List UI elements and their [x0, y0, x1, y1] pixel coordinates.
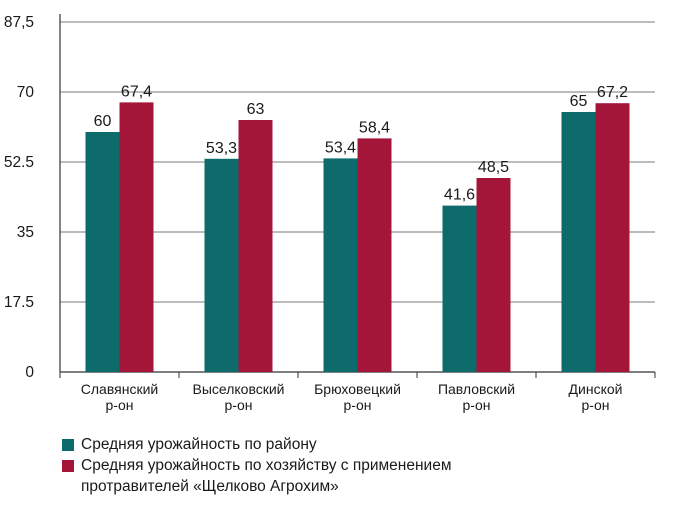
- x-tick-label: р-он: [344, 397, 372, 413]
- legend-item-farm: Средняя урожайность по хозяйству с приме…: [62, 455, 662, 497]
- x-tick-label: Брюховецкий: [314, 381, 401, 397]
- x-tick-label: Выселковский: [192, 381, 284, 397]
- data-label: 60: [94, 113, 112, 130]
- x-tick-label: р-он: [582, 397, 610, 413]
- legend-swatch-farm: [62, 460, 74, 472]
- data-label: 53,3: [206, 140, 237, 157]
- legend-swatch-district: [62, 439, 74, 451]
- bar: [595, 103, 630, 372]
- legend: Средняя урожайность по району Средняя ур…: [62, 434, 662, 497]
- y-tick-label: 87,5: [4, 14, 34, 31]
- y-tick-label: 17.5: [4, 294, 34, 311]
- bar: [476, 178, 511, 372]
- bar: [357, 138, 392, 372]
- data-label: 58,4: [359, 119, 390, 136]
- bar: [204, 158, 239, 372]
- bar: [238, 120, 273, 372]
- bar: [442, 205, 477, 372]
- y-tick-label: 0: [25, 364, 34, 381]
- data-label: 41,6: [444, 187, 475, 204]
- data-label: 67,2: [597, 84, 628, 101]
- legend-label-farm: Средняя урожайность по хозяйству с приме…: [81, 457, 452, 495]
- data-label: 65: [570, 93, 588, 110]
- data-label: 67,4: [121, 83, 152, 100]
- bar: [561, 112, 596, 372]
- x-tick-label: р-он: [463, 397, 491, 413]
- bar: [85, 132, 120, 372]
- data-label: 63: [247, 101, 265, 118]
- x-tick-label: Славянский: [81, 381, 158, 397]
- x-tick-label: р-он: [225, 397, 253, 413]
- x-tick-label: Динской: [569, 381, 623, 397]
- bar: [323, 158, 358, 372]
- x-tick-label: р-он: [106, 397, 134, 413]
- data-label: 53,4: [325, 139, 356, 156]
- y-tick-label: 52.5: [4, 154, 34, 171]
- bar: [119, 102, 154, 373]
- x-tick-label: Павловский: [438, 381, 515, 397]
- y-tick-label: 35: [17, 224, 34, 241]
- legend-item-district: Средняя урожайность по району: [62, 434, 662, 455]
- chart: 017.53552.57087,56067,4Славянскийр-он53,…: [4, 14, 656, 413]
- data-label: 48,5: [478, 159, 509, 176]
- legend-label-district: Средняя урожайность по району: [81, 436, 317, 453]
- y-tick-label: 70: [17, 84, 35, 101]
